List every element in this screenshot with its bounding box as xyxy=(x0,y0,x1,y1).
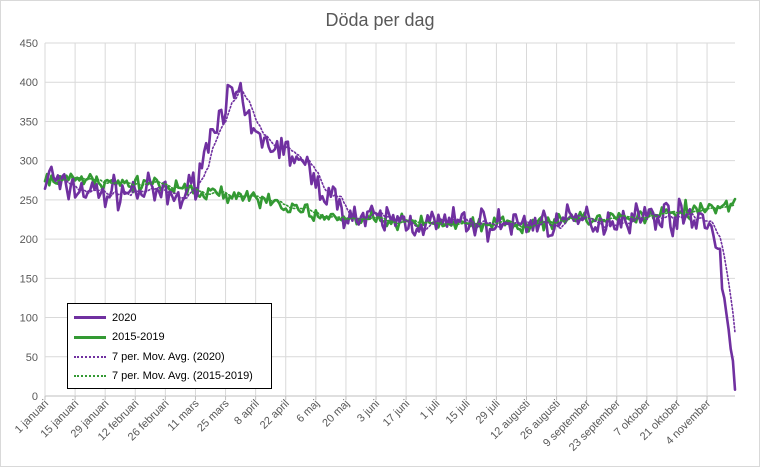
x-tick-label: 15 juli xyxy=(444,398,473,427)
legend-item-ma-2015-2019: 7 per. Mov. Avg. (2015-2019) xyxy=(74,367,265,387)
x-tick-label: 6 maj xyxy=(294,398,322,426)
legend-swatch xyxy=(74,355,106,358)
legend-swatch xyxy=(74,316,106,320)
x-tick-label: 29 juli xyxy=(474,398,503,427)
y-tick-label: 250 xyxy=(20,195,38,207)
legend-item-ma-2020: 7 per. Mov. Avg. (2020) xyxy=(74,347,265,367)
legend-label: 7 per. Mov. Avg. (2015-2019) xyxy=(112,370,253,383)
x-tick-label: 17 juni xyxy=(381,398,412,429)
y-tick-label: 150 xyxy=(20,273,38,285)
legend-item-2020: 2020 xyxy=(74,308,265,328)
chart-title: Döda per dag xyxy=(325,10,435,30)
y-axis: 0 50 100 150 200 250 300 350 400 450 xyxy=(20,38,38,403)
legend-item-2015-2019: 2015-2019 xyxy=(74,328,265,348)
x-tick-label: 3 juni xyxy=(355,398,382,425)
legend-swatch xyxy=(74,375,106,378)
y-tick-label: 100 xyxy=(20,313,38,325)
series-lines xyxy=(43,81,737,391)
y-tick-label: 200 xyxy=(20,234,38,246)
legend-swatch xyxy=(74,335,106,339)
y-tick-label: 0 xyxy=(32,391,38,403)
series-line-7-per-mov-avg-2020 xyxy=(57,88,736,334)
legend: 2020 2015-2019 7 per. Mov. Avg. (2020) 7… xyxy=(67,303,272,389)
x-tick-label: 22 april xyxy=(258,398,292,432)
series-line-7-per-mov-avg-2015-2019 xyxy=(57,176,736,229)
x-tick-label: 20 maj xyxy=(320,398,352,430)
y-tick-label: 450 xyxy=(20,38,38,50)
legend-label: 2015-2019 xyxy=(112,331,165,344)
y-tick-label: 300 xyxy=(20,156,38,168)
legend-label: 2020 xyxy=(112,311,137,324)
y-tick-label: 400 xyxy=(20,77,38,89)
x-tick-label: 25 mars xyxy=(195,397,232,434)
x-tick-label: 1 juli xyxy=(418,398,442,422)
y-tick-label: 50 xyxy=(26,352,38,364)
legend-label: 7 per. Mov. Avg. (2020) xyxy=(112,350,225,363)
y-tick-label: 350 xyxy=(20,116,38,128)
